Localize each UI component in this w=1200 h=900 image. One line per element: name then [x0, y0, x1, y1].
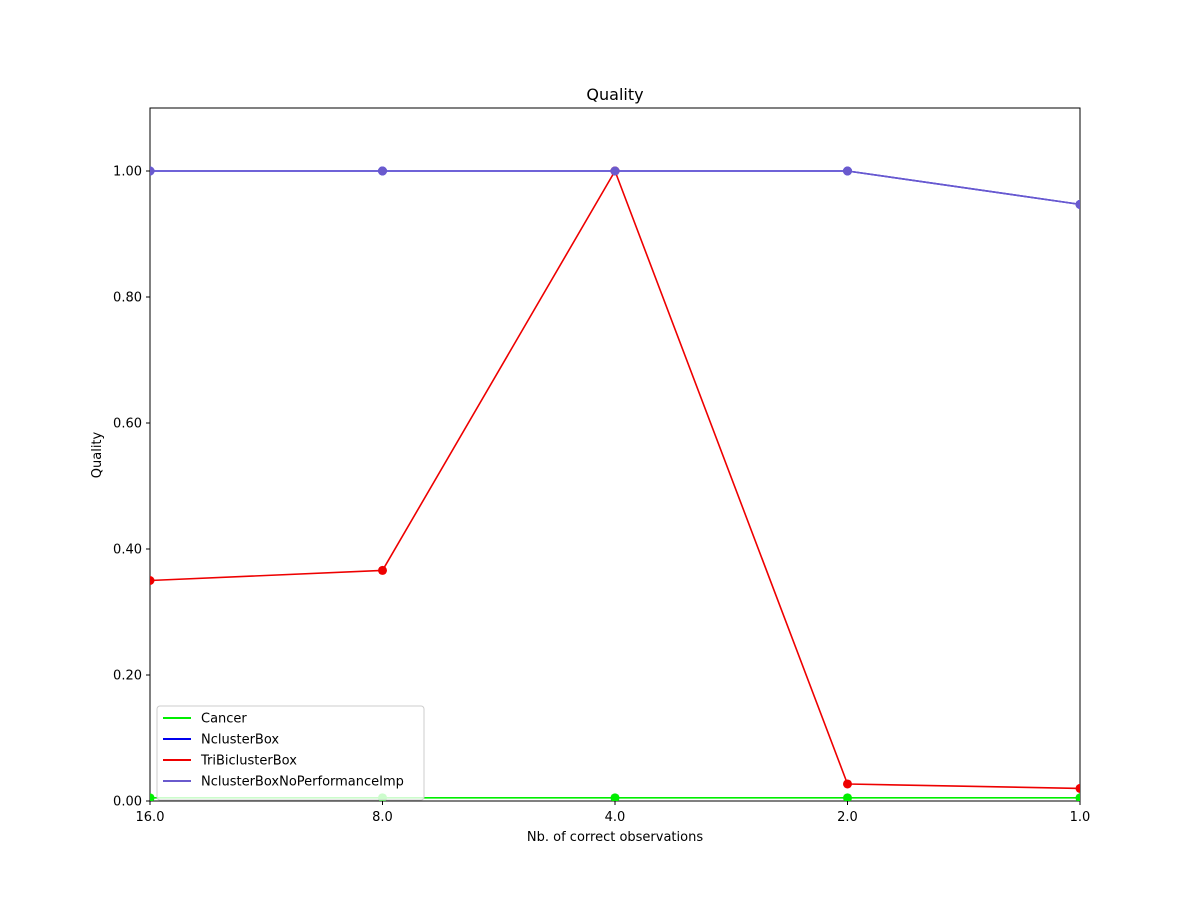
chart-title: Quality — [586, 85, 643, 104]
axes-frame — [150, 108, 1080, 801]
legend: Cancer NclusterBox TriBiclusterBox Ncluster… — [157, 706, 424, 800]
x-tick-label: 2.0 — [837, 810, 858, 825]
x-tick-label: 16.0 — [136, 810, 165, 825]
y-tick-label: 1.00 — [113, 165, 142, 180]
y-axis-label: Quality — [90, 431, 105, 478]
y-tick-label: 0.20 — [113, 669, 142, 684]
y-tick-label: 0.80 — [113, 291, 142, 306]
series-line-tribiclusterbox — [150, 171, 1080, 788]
series-line-nclusterboxnoperformanceimp — [150, 171, 1080, 204]
legend-label: NclusterBoxNoPerformanceImp — [201, 775, 404, 790]
data-point-nclusterboxnoperformanceimp — [1076, 200, 1085, 209]
x-tick-label: 8.0 — [372, 810, 393, 825]
data-point-nclusterboxnoperformanceimp — [611, 167, 620, 176]
data-point-cancer — [843, 793, 852, 802]
data-point-tribiclusterbox — [1076, 784, 1085, 793]
x-tick-label: 4.0 — [605, 810, 626, 825]
x-tick-label: 1.0 — [1070, 810, 1091, 825]
data-point-cancer — [1076, 793, 1085, 802]
y-tick-label: 0.00 — [113, 795, 142, 810]
legend-label: Cancer — [201, 712, 247, 727]
series-line-nclusterbox — [150, 171, 1080, 204]
y-tick-label: 0.40 — [113, 543, 142, 558]
legend-label: TriBiclusterBox — [200, 754, 297, 769]
legend-label: NclusterBox — [201, 733, 279, 748]
data-point-tribiclusterbox — [378, 566, 387, 575]
data-point-tribiclusterbox — [843, 779, 852, 788]
data-point-tribiclusterbox — [146, 576, 155, 585]
x-axis-label: Nb. of correct observations — [527, 830, 703, 845]
data-point-nclusterboxnoperformanceimp — [843, 167, 852, 176]
data-point-cancer — [611, 793, 620, 802]
y-tick-label: 0.60 — [113, 417, 142, 432]
data-point-nclusterboxnoperformanceimp — [378, 167, 387, 176]
